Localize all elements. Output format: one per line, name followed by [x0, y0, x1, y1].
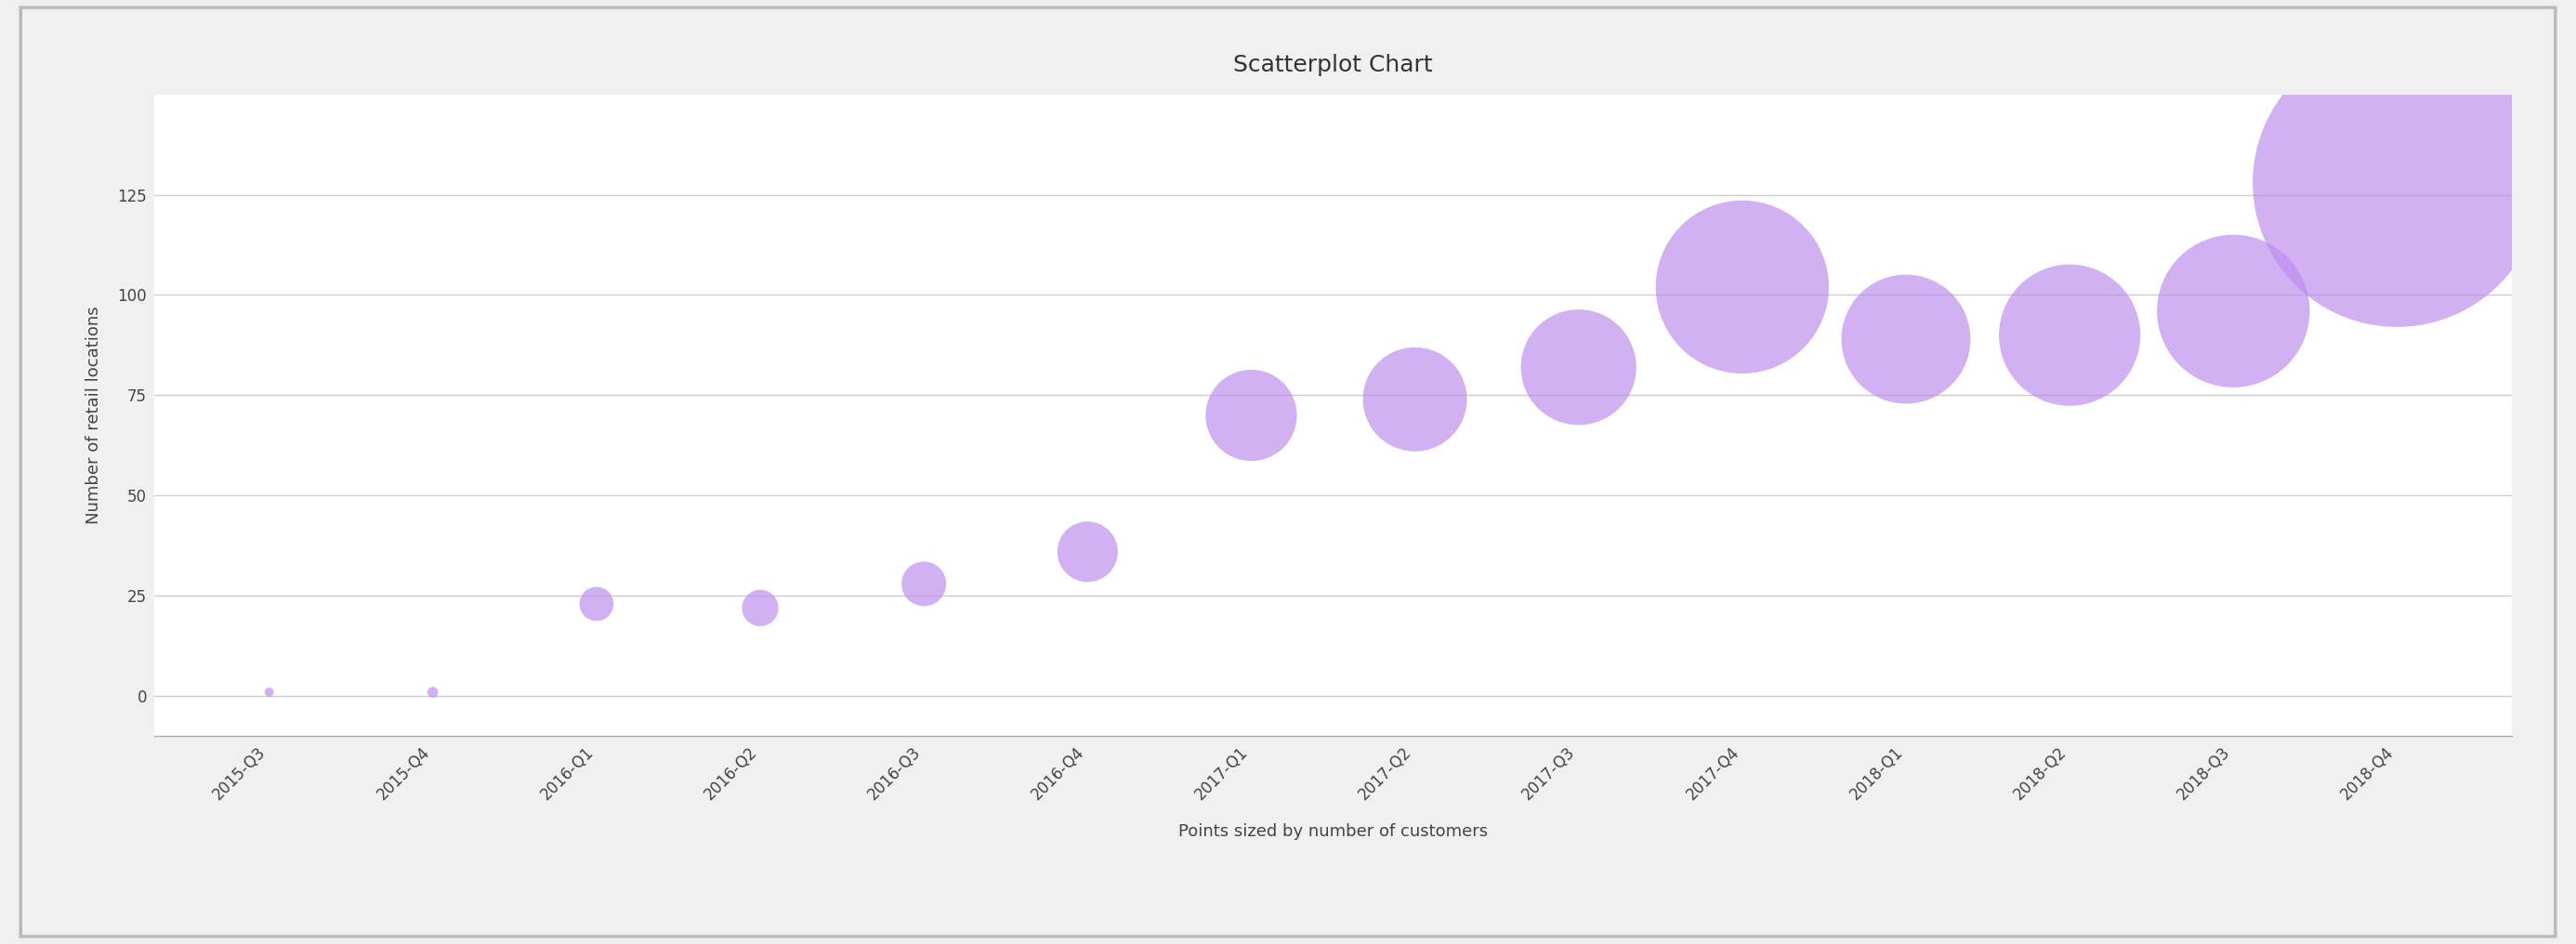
Point: [1394, 392, 1435, 407]
Point: [1558, 360, 1600, 375]
X-axis label: Points sized by number of customers: Points sized by number of customers: [1177, 823, 1489, 839]
Point: [2378, 176, 2419, 191]
Point: [412, 684, 453, 700]
Title: Scatterplot Chart: Scatterplot Chart: [1234, 54, 1432, 76]
Y-axis label: Number of retail locations: Number of retail locations: [85, 307, 103, 524]
Point: [2048, 328, 2089, 343]
Point: [1721, 279, 1762, 295]
Point: [2213, 303, 2254, 318]
Point: [577, 597, 618, 612]
Point: [1886, 331, 1927, 346]
Point: [1231, 408, 1273, 423]
Point: [739, 600, 781, 615]
Point: [1066, 544, 1108, 559]
Point: [247, 684, 289, 700]
Point: [904, 576, 945, 591]
